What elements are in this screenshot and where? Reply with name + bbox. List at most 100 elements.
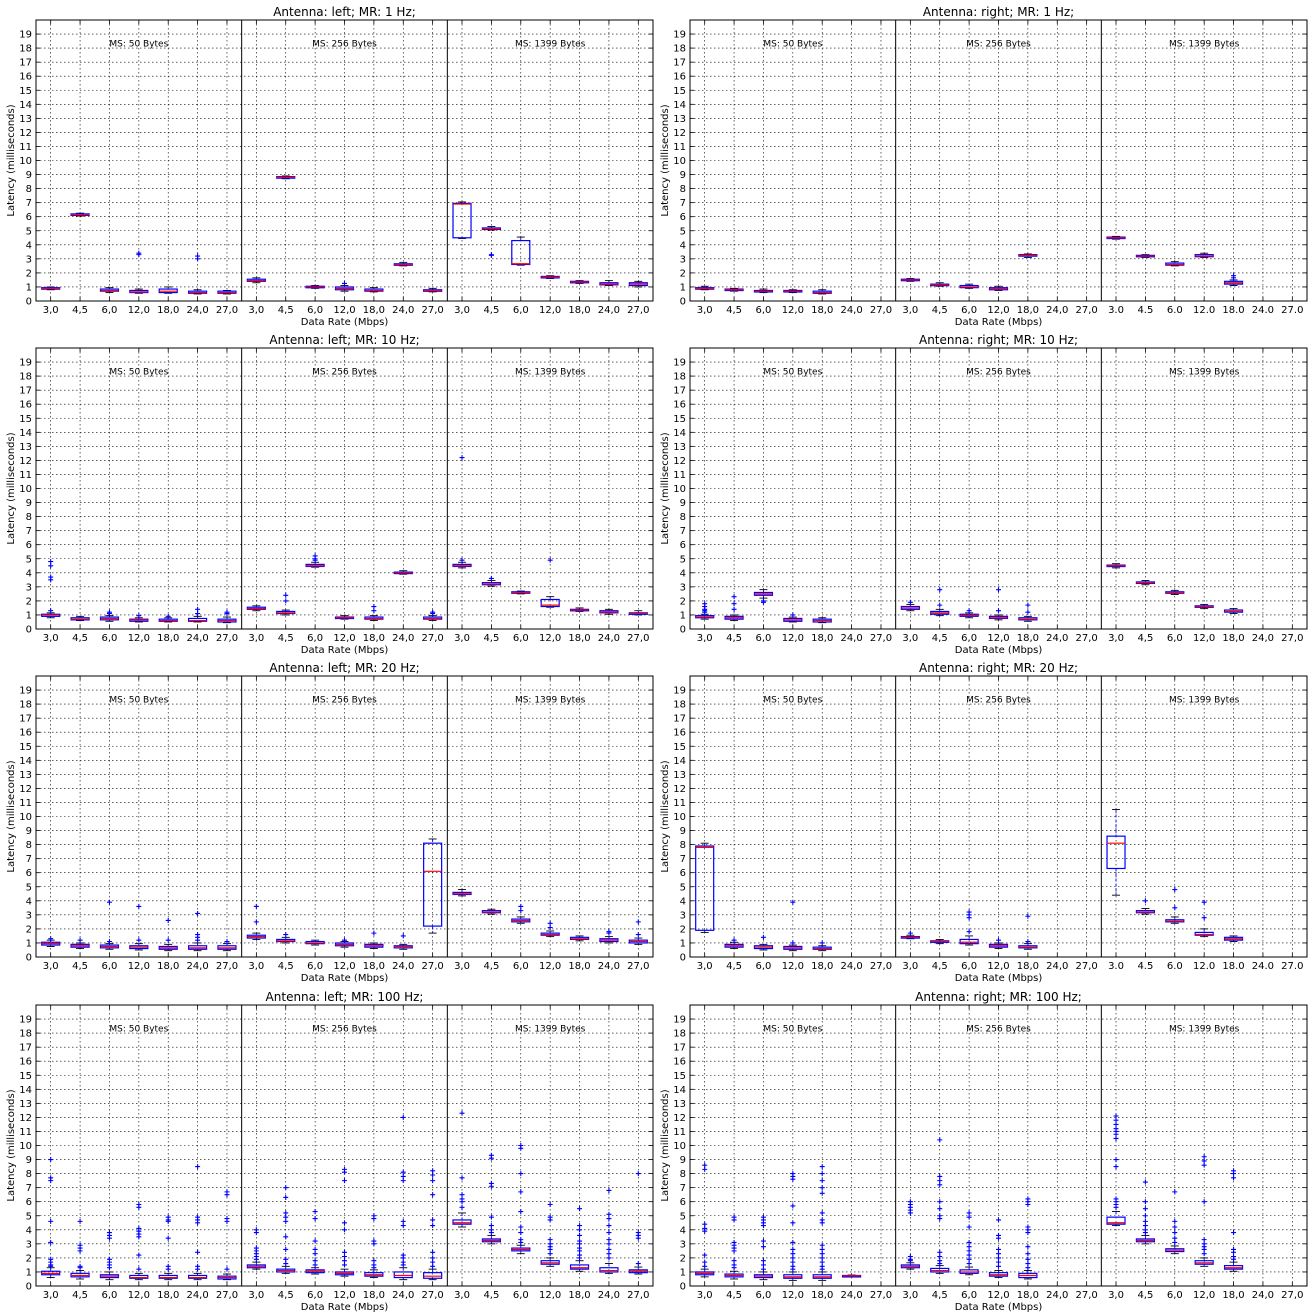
x-tick-label: 12,0 bbox=[987, 1290, 1009, 1301]
outlier-point bbox=[342, 1253, 347, 1259]
box bbox=[129, 1202, 149, 1281]
outlier-point bbox=[77, 1248, 83, 1254]
x-tick-label: 24,0 bbox=[1046, 305, 1068, 316]
x-tick-label: 12,0 bbox=[128, 633, 150, 644]
box bbox=[628, 280, 648, 288]
y-tick-label: 4 bbox=[26, 568, 32, 579]
box bbox=[1223, 608, 1244, 614]
y-tick-label: 17 bbox=[673, 1043, 686, 1054]
y-tick-label: 10 bbox=[19, 1141, 32, 1152]
box bbox=[812, 289, 832, 295]
box bbox=[246, 605, 266, 612]
box bbox=[334, 280, 355, 292]
box bbox=[930, 1137, 950, 1274]
outlier-point bbox=[283, 1194, 289, 1200]
panel-label: MS: 256 Bytes bbox=[966, 40, 1031, 50]
box-body bbox=[540, 598, 560, 608]
outlier-point bbox=[606, 1237, 612, 1243]
outlier-point bbox=[1231, 273, 1237, 279]
x-tick-label: 3,0 bbox=[697, 1290, 713, 1301]
outlier-point bbox=[577, 1232, 583, 1238]
box bbox=[783, 612, 803, 623]
outlier-point bbox=[547, 1237, 553, 1243]
y-tick-label: 13 bbox=[673, 1099, 686, 1110]
outlier-point bbox=[731, 601, 737, 607]
outlier-point bbox=[966, 1214, 972, 1220]
box bbox=[569, 1206, 590, 1272]
outlier-point bbox=[1172, 1239, 1178, 1245]
box bbox=[1135, 580, 1156, 586]
outlier-point bbox=[195, 910, 201, 916]
box bbox=[753, 589, 774, 605]
x-tick-label: 6,0 bbox=[1167, 1290, 1183, 1301]
outlier-point bbox=[1025, 1256, 1031, 1262]
y-tick-label: 6 bbox=[26, 540, 32, 551]
outlier-point bbox=[1025, 1251, 1031, 1257]
x-tick-label: 12,0 bbox=[333, 305, 355, 316]
outlier-point bbox=[702, 1166, 708, 1172]
box bbox=[783, 899, 803, 952]
outlier-point bbox=[907, 1258, 913, 1264]
outlier-point bbox=[518, 1230, 524, 1236]
outlier-point bbox=[430, 1168, 436, 1174]
x-axis-label: Data Rate (Mbps) bbox=[955, 973, 1043, 984]
box bbox=[305, 553, 325, 568]
panel-label: MS: 50 Bytes bbox=[109, 40, 168, 50]
outlier-point bbox=[1025, 1230, 1031, 1236]
axes-frame bbox=[35, 19, 654, 302]
y-tick-label: 19 bbox=[673, 686, 686, 697]
x-axis-label: Data Rate (Mbps) bbox=[301, 1302, 389, 1313]
outlier-point bbox=[760, 1223, 766, 1229]
x-tick-label: 24,0 bbox=[598, 961, 620, 972]
x-tick-label: 12,0 bbox=[128, 961, 150, 972]
outlier-point bbox=[253, 903, 259, 909]
box-body bbox=[187, 1274, 208, 1279]
outlier-point bbox=[77, 1265, 83, 1271]
y-tick-label: 10 bbox=[19, 484, 32, 495]
outlier-point bbox=[819, 1220, 825, 1226]
outlier-point bbox=[790, 1176, 796, 1182]
outlier-point bbox=[760, 934, 766, 940]
outlier-point bbox=[312, 1251, 318, 1257]
outlier-point bbox=[1231, 1171, 1237, 1177]
outlier-point bbox=[635, 932, 641, 938]
y-tick-label: 6 bbox=[680, 868, 686, 879]
outlier-point bbox=[819, 1190, 825, 1196]
y-tick-label: 15 bbox=[19, 86, 32, 97]
outlier-point bbox=[195, 1220, 201, 1226]
y-tick-label: 7 bbox=[26, 526, 32, 537]
box bbox=[511, 590, 531, 595]
y-tick-label: 1 bbox=[680, 1267, 686, 1278]
x-tick-label: 27.0 bbox=[1281, 961, 1303, 972]
x-tick-label: 27,0 bbox=[870, 633, 892, 644]
outlier-point bbox=[1025, 913, 1031, 919]
x-tick-label: 6,0 bbox=[513, 961, 529, 972]
outlier-point bbox=[1025, 609, 1031, 615]
box bbox=[70, 615, 90, 622]
x-tick-label: 27,0 bbox=[627, 1290, 649, 1301]
box bbox=[70, 212, 90, 217]
box bbox=[540, 920, 560, 938]
chart-title: Antenna: left; MR: 1 Hz; bbox=[273, 5, 416, 19]
panel-label: MS: 1399 Bytes bbox=[1169, 1025, 1240, 1035]
y-tick-label: 19 bbox=[673, 358, 686, 369]
chart-title: Antenna: right; MR: 100 Hz; bbox=[915, 990, 1082, 1004]
box bbox=[452, 1110, 472, 1228]
x-tick-label: 6,0 bbox=[755, 633, 771, 644]
outlier-point bbox=[1201, 899, 1207, 905]
outlier-point bbox=[312, 557, 318, 563]
y-tick-label: 1 bbox=[680, 938, 686, 949]
x-tick-label: 18,0 bbox=[1222, 633, 1244, 644]
outlier-point bbox=[937, 1261, 943, 1267]
x-tick-label: 3,0 bbox=[697, 633, 713, 644]
x-tick-label: 27,0 bbox=[870, 1290, 892, 1301]
outlier-point bbox=[547, 924, 553, 930]
x-tick-label: 24,0 bbox=[598, 1290, 620, 1301]
outlier-point bbox=[966, 1239, 972, 1245]
y-tick-label: 10 bbox=[19, 812, 32, 823]
box bbox=[1106, 563, 1126, 569]
box bbox=[217, 290, 237, 295]
box-body bbox=[959, 938, 979, 945]
y-tick-label: 17 bbox=[19, 58, 32, 69]
x-tick-label: 12,0 bbox=[782, 305, 804, 316]
